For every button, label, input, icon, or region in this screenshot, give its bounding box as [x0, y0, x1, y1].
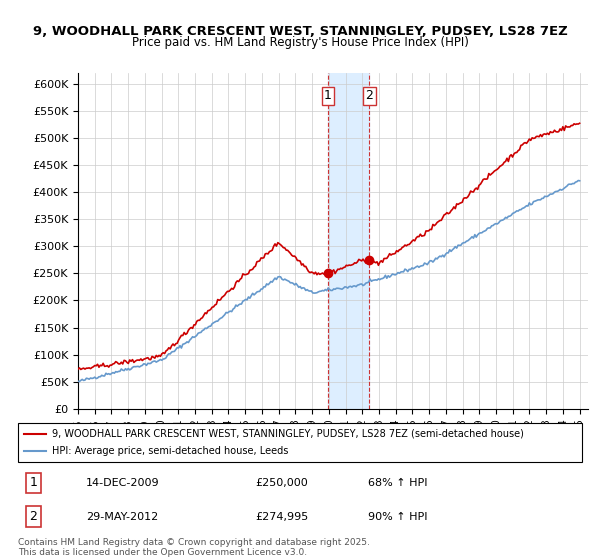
Text: 2: 2: [365, 89, 373, 102]
Text: 29-MAY-2012: 29-MAY-2012: [86, 512, 158, 521]
Text: 9, WOODHALL PARK CRESCENT WEST, STANNINGLEY, PUDSEY, LS28 7EZ (semi-detached hou: 9, WOODHALL PARK CRESCENT WEST, STANNING…: [52, 429, 524, 439]
Text: 1: 1: [29, 477, 37, 489]
Text: 68% ↑ HPI: 68% ↑ HPI: [368, 478, 427, 488]
Text: 14-DEC-2009: 14-DEC-2009: [86, 478, 160, 488]
Text: HPI: Average price, semi-detached house, Leeds: HPI: Average price, semi-detached house,…: [52, 446, 288, 456]
FancyBboxPatch shape: [18, 423, 582, 462]
Text: £274,995: £274,995: [255, 512, 308, 521]
Text: Contains HM Land Registry data © Crown copyright and database right 2025.
This d: Contains HM Land Registry data © Crown c…: [18, 538, 370, 557]
Text: Price paid vs. HM Land Registry's House Price Index (HPI): Price paid vs. HM Land Registry's House …: [131, 36, 469, 49]
Text: 90% ↑ HPI: 90% ↑ HPI: [368, 512, 427, 521]
Bar: [328, 73, 369, 409]
Text: £250,000: £250,000: [255, 478, 308, 488]
Text: 1: 1: [324, 89, 332, 102]
Text: 9, WOODHALL PARK CRESCENT WEST, STANNINGLEY, PUDSEY, LS28 7EZ: 9, WOODHALL PARK CRESCENT WEST, STANNING…: [32, 25, 568, 38]
Text: 2: 2: [29, 510, 37, 523]
